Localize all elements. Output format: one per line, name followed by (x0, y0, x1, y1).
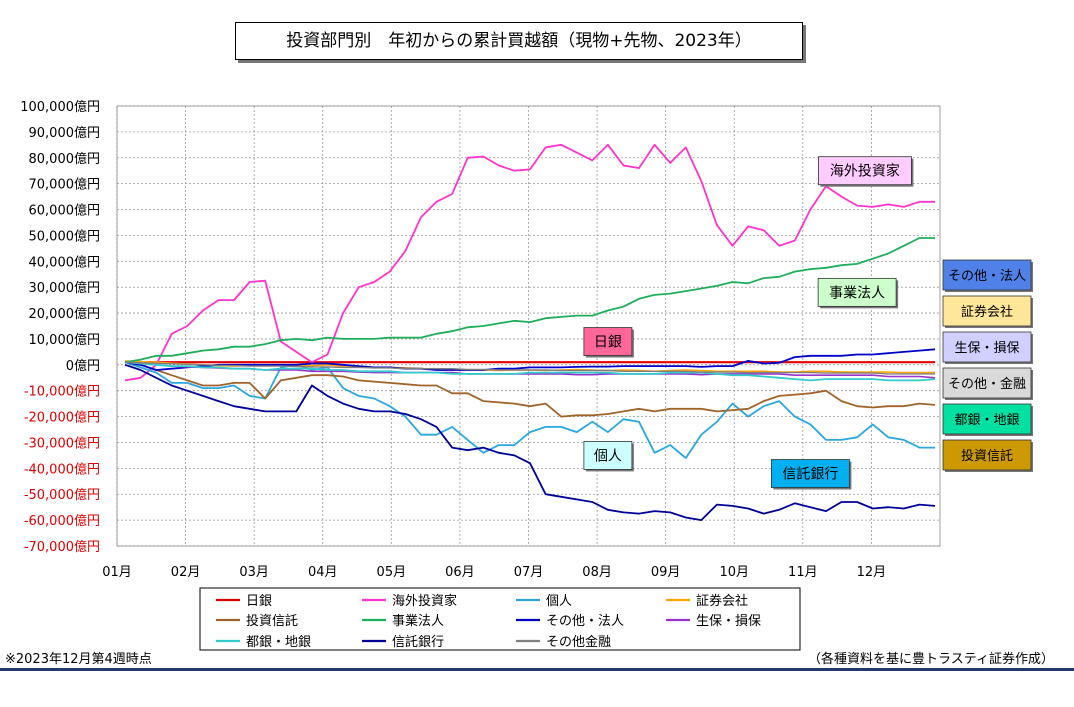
y-tick-label: 100,000億円 (20, 99, 100, 115)
legend-label: その他・法人 (546, 614, 624, 629)
annotation-text: 事業法人 (829, 285, 885, 301)
legend-item-その他金融: その他金融 (516, 634, 611, 650)
x-tick-label: 10月 (719, 565, 749, 580)
annotation-信託銀行: 信託銀行 (770, 459, 852, 490)
side-label-text: 証券会社 (961, 304, 1013, 320)
annotation-日銀: 日銀 (583, 327, 634, 358)
side-label-text: その他・金融 (948, 376, 1026, 392)
x-tick-label: 01月 (102, 565, 132, 580)
legend-item-生保・損保: 生保・損保 (666, 614, 761, 629)
x-tick-label: 08月 (582, 565, 612, 580)
x-tick-label: 11月 (788, 565, 818, 580)
legend-item-海外投資家: 海外投資家 (362, 593, 457, 609)
chart-title: 投資部門別 年初からの累計買越額（現物+先物、2023年） (235, 22, 803, 60)
y-tick-label: -40,000億円 (24, 461, 100, 477)
annotation-個人: 個人 (583, 441, 634, 472)
side-label-生保・損保: 生保・損保 (942, 331, 1033, 364)
series-line-その他・法人 (124, 348, 936, 371)
source-note: （各種資料を基に豊トラスティ証券作成） (808, 652, 1054, 667)
y-tick-label: 70,000億円 (29, 177, 101, 193)
series-line-信託銀行 (124, 363, 936, 521)
legend-label: 証券会社 (696, 593, 748, 609)
legend-label: 生保・損保 (696, 614, 761, 629)
side-label-text: 都銀・地銀 (954, 413, 1019, 428)
legend-label: 事業法人 (392, 613, 444, 629)
y-tick-label: 60,000億円 (29, 203, 101, 219)
series-line-投資信託 (124, 361, 936, 418)
annotation-text: 日銀 (594, 335, 622, 351)
side-label-投資信託: 投資信託 (942, 439, 1033, 472)
series-line-事業法人 (124, 237, 935, 364)
x-tick-label: 12月 (857, 565, 887, 580)
y-tick-label: 30,000億円 (29, 280, 101, 296)
bottom-rule (0, 668, 1074, 671)
x-tick-label: 06月 (445, 565, 475, 580)
annotation-海外投資家: 海外投資家 (818, 156, 914, 187)
series-line-都銀・地銀 (124, 361, 936, 382)
legend-item-その他・法人: その他・法人 (516, 614, 624, 629)
side-label-証券会社: 証券会社 (942, 295, 1033, 328)
y-tick-label: -30,000億円 (24, 435, 100, 451)
y-tick-label: -20,000億円 (24, 410, 100, 426)
legend-label: 投資信託 (246, 613, 298, 629)
side-label-都銀・地銀: 都銀・地銀 (942, 403, 1033, 436)
legend-item-事業法人: 事業法人 (362, 613, 444, 629)
y-tick-label: 10,000億円 (29, 332, 101, 348)
legend-item-投資信託: 投資信託 (216, 613, 298, 629)
annotation-text: 個人 (594, 448, 622, 464)
legend-label: 個人 (546, 594, 572, 609)
x-tick-label: 03月 (239, 565, 269, 580)
side-label-text: 投資信託 (961, 448, 1013, 464)
y-tick-label: 20,000億円 (29, 306, 101, 322)
y-tick-label: -50,000億円 (24, 487, 100, 503)
y-tick-label: -10,000億円 (24, 384, 100, 400)
side-label-text: 生保・損保 (954, 341, 1019, 356)
y-tick-label: 40,000億円 (29, 254, 101, 270)
side-label-その他・法人: その他・法人 (942, 259, 1033, 292)
y-tick-label: 0億円 (66, 358, 100, 374)
x-tick-label: 07月 (514, 565, 544, 580)
as-of-note: ※2023年12月第4週時点 (5, 652, 152, 667)
series-line-その他金融 (124, 361, 935, 375)
legend-item-信託銀行: 信託銀行 (362, 634, 444, 650)
annotation-text: 信託銀行 (782, 467, 838, 483)
x-tick-label: 05月 (377, 565, 407, 580)
legend-item-日銀: 日銀 (216, 594, 272, 609)
series-line-海外投資家 (124, 143, 935, 382)
legend-item-個人: 個人 (516, 594, 572, 609)
y-tick-label: 80,000億円 (29, 151, 101, 167)
legend-item-都銀・地銀: 都銀・地銀 (216, 635, 311, 650)
x-tick-label: 02月 (171, 565, 201, 580)
y-tick-label: -60,000億円 (24, 513, 100, 529)
y-tick-label: 50,000億円 (29, 228, 101, 244)
legend-item-証券会社: 証券会社 (666, 593, 748, 609)
x-tick-label: 04月 (308, 565, 338, 580)
legend-label: 都銀・地銀 (246, 635, 311, 650)
y-tick-label: 90,000億円 (29, 125, 101, 141)
side-label-その他・金融: その他・金融 (942, 367, 1033, 400)
legend-label: 信託銀行 (392, 634, 444, 650)
plot-border (116, 105, 941, 547)
side-label-text: その他・法人 (948, 269, 1026, 284)
y-tick-label: -70,000億円 (24, 539, 100, 555)
series-line-個人 (124, 361, 935, 459)
annotation-事業法人: 事業法人 (817, 277, 899, 309)
x-tick-label: 09月 (651, 565, 681, 580)
annotation-text: 海外投資家 (830, 163, 900, 180)
legend-label: 海外投資家 (392, 593, 457, 609)
legend-label: その他金融 (546, 634, 611, 650)
legend-label: 日銀 (246, 594, 272, 609)
